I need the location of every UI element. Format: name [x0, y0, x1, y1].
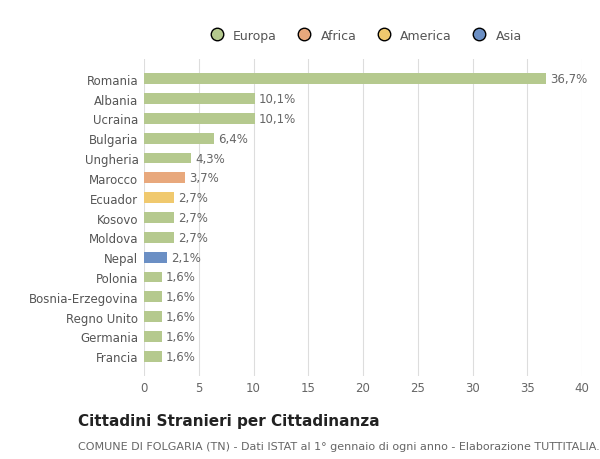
Bar — [144, 153, 191, 164]
Text: 1,6%: 1,6% — [166, 350, 196, 363]
Text: 1,6%: 1,6% — [166, 291, 196, 304]
Text: 2,1%: 2,1% — [172, 251, 201, 264]
Bar — [144, 331, 161, 342]
Bar — [144, 272, 161, 283]
Bar — [144, 351, 161, 362]
Bar — [144, 94, 254, 105]
Text: 2,7%: 2,7% — [178, 231, 208, 244]
Bar — [144, 193, 173, 204]
Text: 10,1%: 10,1% — [259, 112, 296, 126]
Bar — [144, 252, 167, 263]
Bar — [144, 74, 546, 85]
Bar — [144, 292, 161, 302]
Text: 10,1%: 10,1% — [259, 93, 296, 106]
Bar — [144, 114, 254, 124]
Legend: Europa, Africa, America, Asia: Europa, Africa, America, Asia — [199, 25, 527, 48]
Text: 36,7%: 36,7% — [550, 73, 587, 86]
Text: 2,7%: 2,7% — [178, 212, 208, 224]
Bar — [144, 134, 214, 144]
Text: COMUNE DI FOLGARIA (TN) - Dati ISTAT al 1° gennaio di ogni anno - Elaborazione T: COMUNE DI FOLGARIA (TN) - Dati ISTAT al … — [78, 441, 600, 451]
Text: 1,6%: 1,6% — [166, 271, 196, 284]
Text: 6,4%: 6,4% — [218, 132, 248, 146]
Text: 1,6%: 1,6% — [166, 310, 196, 324]
Text: 3,7%: 3,7% — [189, 172, 218, 185]
Bar — [144, 213, 173, 224]
Text: 1,6%: 1,6% — [166, 330, 196, 343]
Text: Cittadini Stranieri per Cittadinanza: Cittadini Stranieri per Cittadinanza — [78, 413, 380, 428]
Text: 4,3%: 4,3% — [196, 152, 225, 165]
Bar — [144, 312, 161, 322]
Bar — [144, 173, 185, 184]
Bar — [144, 232, 173, 243]
Text: 2,7%: 2,7% — [178, 192, 208, 205]
